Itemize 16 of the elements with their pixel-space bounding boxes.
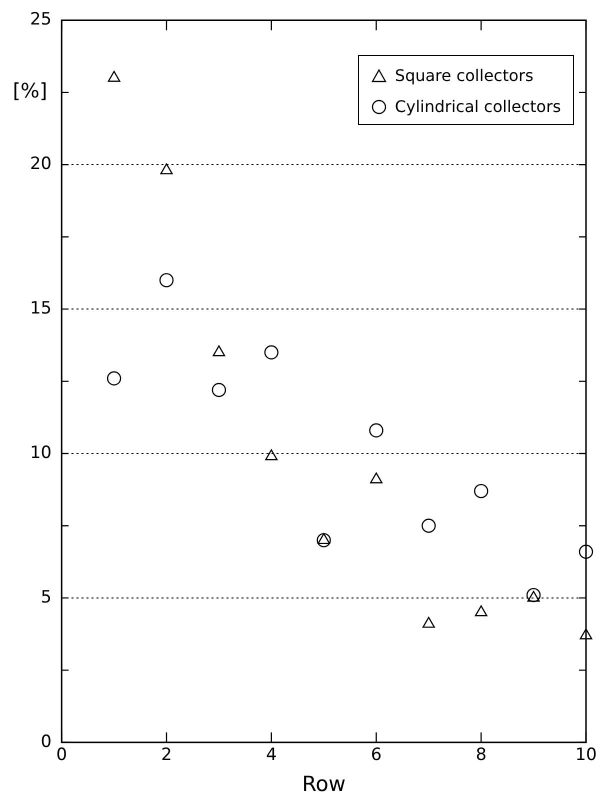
y-tick-label: 0 xyxy=(40,732,52,752)
y-axis-title: [%] xyxy=(12,78,48,103)
y-tick-label: 15 xyxy=(30,298,52,318)
x-tick-label: 2 xyxy=(161,745,172,766)
legend-label: Cylindrical collectors xyxy=(394,97,561,116)
legend-label: Square collectors xyxy=(394,66,534,86)
x-axis-title: Row xyxy=(302,772,346,796)
x-tick-label: 8 xyxy=(476,745,487,766)
x-tick-label: 4 xyxy=(266,745,277,766)
y-tick-label: 20 xyxy=(30,154,52,174)
x-tick-label: 10 xyxy=(575,745,597,766)
x-tick-label: 6 xyxy=(370,745,382,766)
x-tick-label: 0 xyxy=(56,745,68,766)
y-tick-label: 5 xyxy=(40,587,52,608)
y-tick-label: 25 xyxy=(30,10,52,30)
y-tick-label: 10 xyxy=(30,442,52,463)
